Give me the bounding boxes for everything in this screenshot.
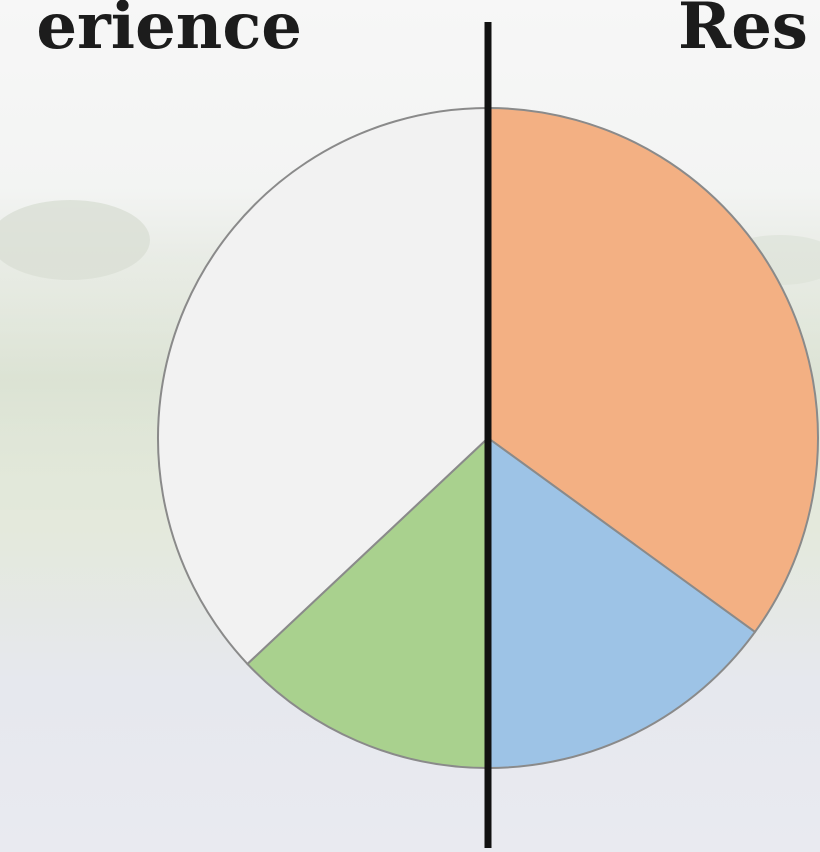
- title-left: erience: [36, 0, 302, 64]
- pie-slice: [246, 435, 489, 770]
- pie-slice: [487, 106, 819, 634]
- title-right: Res: [678, 0, 808, 64]
- pie-slice: [487, 436, 757, 770]
- pie: [157, 106, 819, 770]
- pie-slice: [157, 106, 489, 666]
